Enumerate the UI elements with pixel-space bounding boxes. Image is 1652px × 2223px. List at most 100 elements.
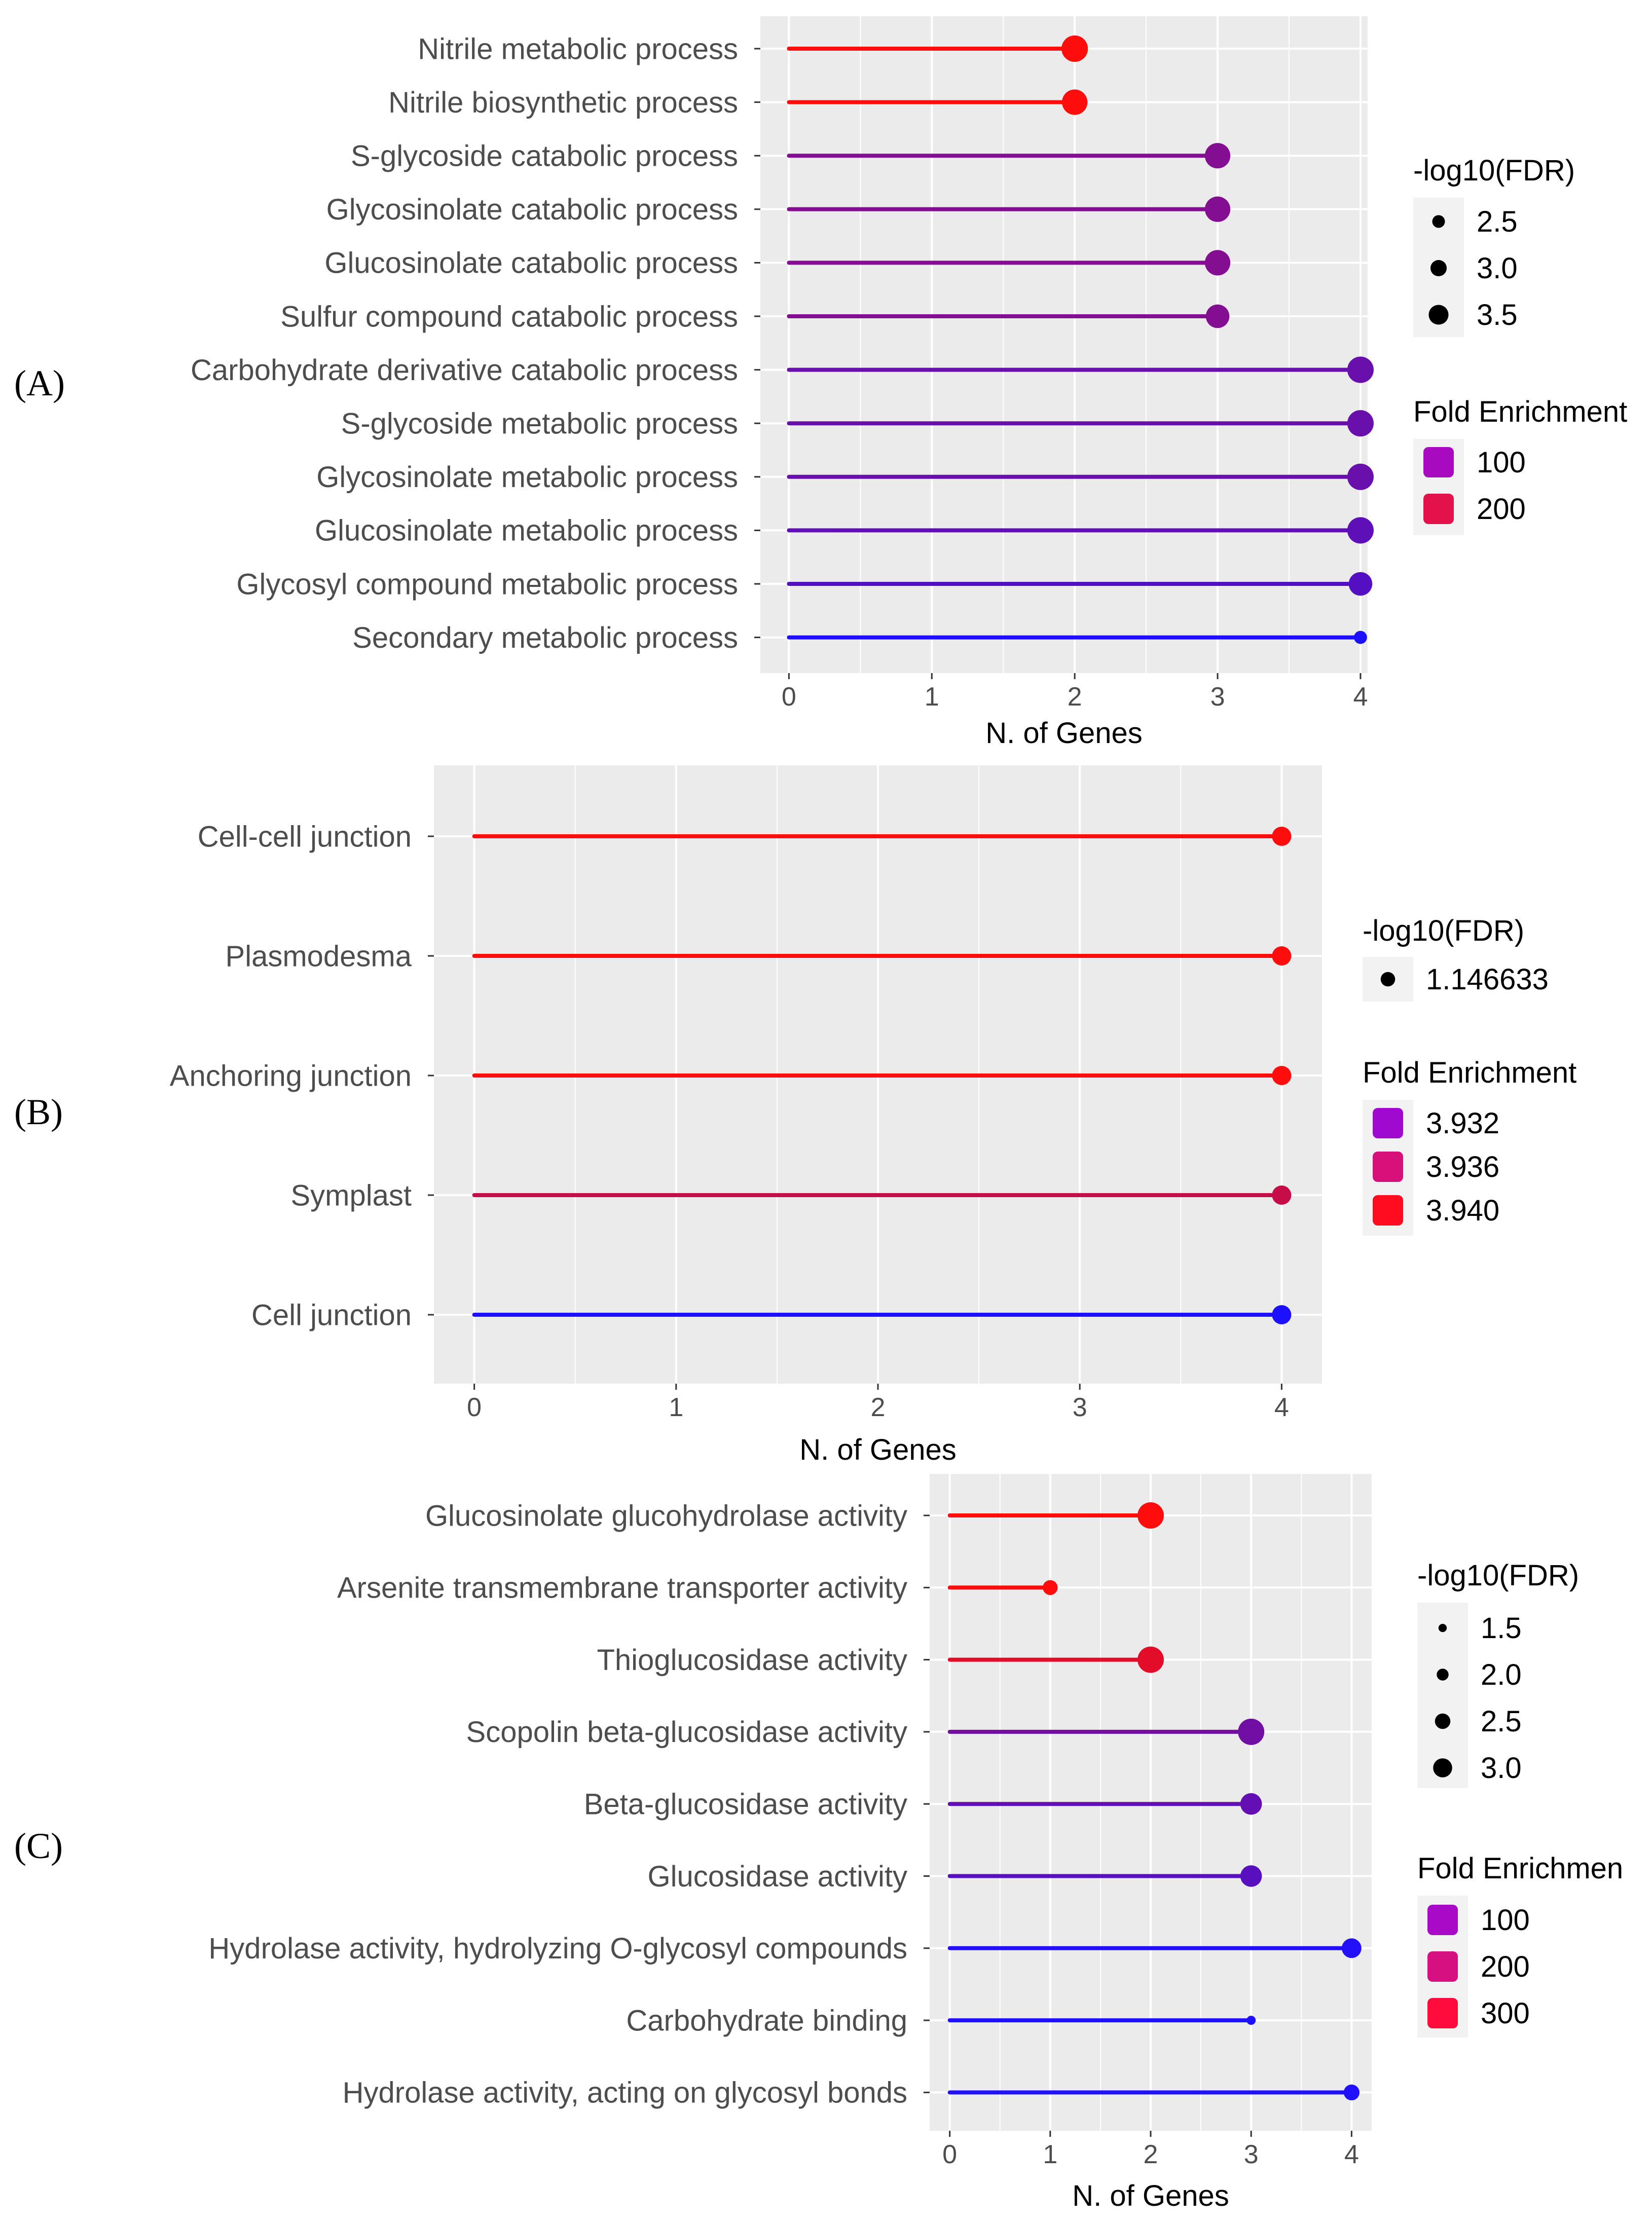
category-label: Plasmodesma — [226, 940, 412, 973]
panel-a: (A) Nitrile metabolic process Nitrile bio… — [14, 16, 1627, 750]
category-label: Symplast — [290, 1179, 412, 1212]
panel-c-color-legend-title: Fold Enrichmen — [1417, 1852, 1623, 1885]
lollipop-dot — [1353, 631, 1367, 644]
panel-c-color-legend: Fold Enrichmen 100 200 300 — [1417, 1852, 1623, 2037]
panel-b-stems — [472, 834, 1284, 1317]
color-legend-swatch — [1427, 1905, 1458, 1935]
color-legend-swatch — [1373, 1152, 1403, 1182]
panel-a-color-legend: Fold Enrichment 100 200 — [1413, 395, 1627, 535]
lollipop-dot — [1204, 250, 1231, 276]
category-label: Glycosyl compound metabolic process — [236, 568, 738, 601]
panel-c-category-labels: Glucosinolate glucohydrolase activity Ars… — [208, 1499, 930, 2109]
color-legend-swatch — [1427, 1998, 1458, 2028]
lollipop-dot — [1272, 946, 1292, 966]
color-legend-swatch — [1373, 1195, 1403, 1226]
lollipop-dot — [1238, 1718, 1265, 1745]
x-tick-label: 0 — [782, 682, 796, 712]
category-label: Sulfur compound catabolic process — [280, 300, 738, 333]
category-label: Hydrolase activity, hydrolyzing O-glycos… — [208, 1932, 907, 1965]
x-tick-label: 2 — [1144, 2140, 1158, 2169]
lollipop-dot — [1062, 89, 1088, 115]
x-tick-label: 4 — [1344, 2140, 1359, 2169]
category-label: S-glycoside metabolic process — [341, 407, 738, 440]
color-legend-label: 100 — [1477, 446, 1526, 479]
lollipop-dot — [1347, 463, 1374, 490]
x-tick-label: 3 — [1244, 2140, 1259, 2169]
x-tick-label: 3 — [1073, 1393, 1087, 1422]
color-legend-swatch — [1423, 494, 1454, 524]
color-legend-swatch — [1373, 1108, 1403, 1138]
panel-b-label: (B) — [14, 1092, 63, 1132]
category-label: Glycosinolate catabolic process — [326, 193, 738, 226]
panel-b-color-legend-title: Fold Enrichment — [1363, 1056, 1576, 1089]
size-legend-label: 1.146633 — [1426, 963, 1549, 996]
color-legend-swatch — [1427, 1951, 1458, 1982]
panel-a-color-legend-title: Fold Enrichment — [1413, 395, 1627, 428]
lollipop-dot — [1240, 1865, 1262, 1887]
x-tick-label: 0 — [942, 2140, 957, 2169]
lollipop-dot — [1240, 1793, 1262, 1815]
color-legend-label: 3.932 — [1426, 1107, 1499, 1140]
lollipop-dot — [1272, 1305, 1292, 1324]
panel-c-x-axis-title: N. of Genes — [1072, 2179, 1229, 2212]
panel-a-x-ticks: 0 1 2 3 4 — [782, 673, 1368, 712]
lollipop-dot — [1204, 196, 1231, 222]
category-label: Carbohydrate binding — [626, 2004, 907, 2037]
category-label: Cell-cell junction — [198, 820, 412, 853]
lollipop-dot — [1272, 1066, 1292, 1085]
lollipop-dot — [1137, 1646, 1164, 1673]
size-legend-label: 3.0 — [1477, 252, 1518, 285]
x-tick-label: 1 — [669, 1393, 683, 1422]
size-legend-label: 2.5 — [1477, 205, 1518, 238]
color-legend-label: 100 — [1481, 1904, 1530, 1937]
panel-c-x-ticks: 0 1 2 3 4 — [942, 2131, 1359, 2169]
category-label: Glycosinolate metabolic process — [316, 461, 738, 494]
x-tick-label: 1 — [925, 682, 939, 712]
x-tick-label: 4 — [1353, 682, 1368, 712]
size-legend-dot — [1438, 1623, 1447, 1633]
category-label: Glucosinolate metabolic process — [315, 514, 738, 547]
panel-b-category-labels: Cell-cell junction Plasmodesma Anchoring j… — [170, 820, 434, 1331]
category-label: Secondary metabolic process — [352, 621, 738, 654]
size-legend-dot — [1432, 215, 1445, 228]
color-legend-label: 200 — [1481, 1950, 1530, 1983]
size-legend-label: 3.5 — [1477, 299, 1518, 331]
panel-b-x-axis-title: N. of Genes — [799, 1433, 956, 1466]
panel-a-label: (A) — [14, 363, 65, 403]
lollipop-dot — [1343, 2084, 1360, 2101]
size-legend-label: 3.0 — [1481, 1752, 1522, 1785]
lollipop-dot — [1272, 827, 1292, 846]
category-label: Nitrile metabolic process — [418, 32, 738, 65]
size-legend-dot — [1428, 305, 1449, 325]
panel-c-label: (C) — [14, 1826, 63, 1866]
panel-b-size-legend: -log10(FDR) 1.146633 — [1363, 914, 1549, 1002]
panel-c-size-legend: -log10(FDR) 1.5 2.0 2.5 3.0 — [1417, 1559, 1579, 1788]
category-label: Glucosinolate catabolic process — [324, 247, 738, 280]
category-label: S-glycoside catabolic process — [351, 140, 738, 173]
color-legend-label: 300 — [1481, 1997, 1530, 2030]
color-legend-swatch — [1423, 447, 1454, 477]
size-legend-label: 2.5 — [1481, 1705, 1522, 1738]
category-label: Glucosidase activity — [647, 1860, 907, 1893]
panel-a-size-legend-title: -log10(FDR) — [1413, 154, 1575, 187]
lollipop-dot — [1348, 572, 1373, 596]
category-label: Cell junction — [251, 1299, 412, 1331]
lollipop-dot — [1043, 1580, 1058, 1595]
color-legend-label: 3.940 — [1426, 1194, 1499, 1227]
size-legend-label: 2.0 — [1481, 1658, 1522, 1691]
panel-c-stems — [947, 1513, 1354, 2095]
category-label: Arsenite transmembrane transporter activ… — [337, 1572, 907, 1605]
size-legend-dot — [1437, 1669, 1449, 1681]
panel-a-size-legend: -log10(FDR) 2.5 3.0 3.5 — [1413, 154, 1575, 337]
panel-b-color-legend: Fold Enrichment 3.932 3.936 3.940 — [1363, 1056, 1576, 1236]
category-label: Glucosinolate glucohydrolase activity — [425, 1499, 907, 1532]
x-tick-label: 1 — [1043, 2140, 1057, 2169]
lollipop-dot — [1205, 304, 1230, 328]
panel-c: (C) Glucosinolate glucohydrolase activit… — [14, 1474, 1623, 2212]
size-legend-label: 1.5 — [1481, 1612, 1522, 1645]
size-legend-dot — [1380, 972, 1396, 987]
panel-b-dots — [1272, 827, 1292, 1324]
panel-b-size-legend-title: -log10(FDR) — [1363, 914, 1524, 947]
lollipop-dot — [1204, 143, 1231, 169]
